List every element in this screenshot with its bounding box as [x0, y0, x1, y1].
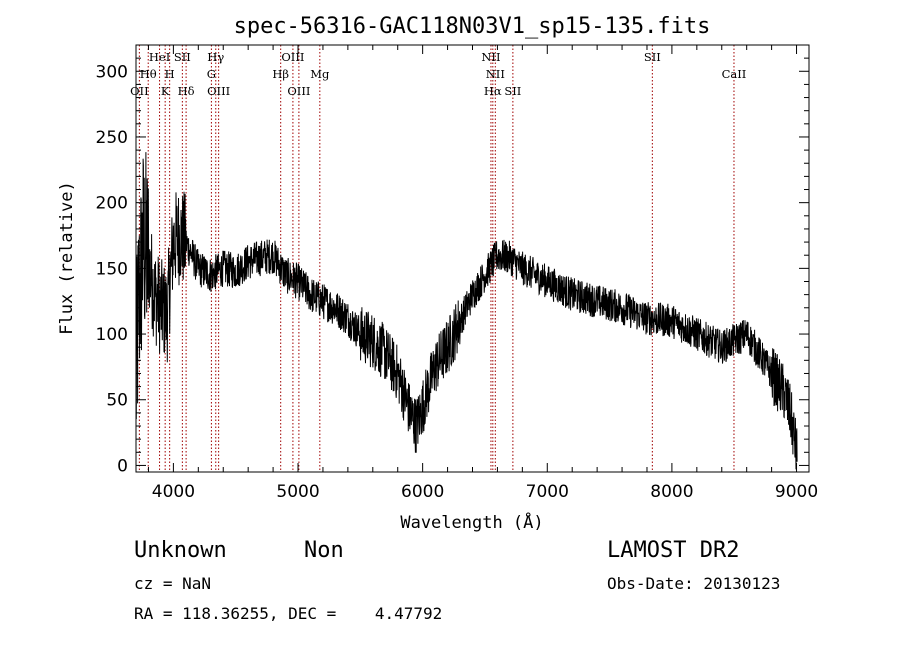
line-marker-label: HeI — [149, 50, 170, 64]
observation-date: Obs-Date: 20130123 — [607, 574, 781, 593]
emission-line-labels: OIIHθHeIKHSIIHδGHγOIIIHβOIIIOIIIMgNIIHαN… — [130, 50, 746, 98]
line-marker-label: SII — [644, 50, 661, 64]
y-tick-label: 300 — [96, 62, 128, 82]
line-marker-label: Hθ — [140, 67, 157, 81]
line-marker-label: OIII — [287, 84, 310, 98]
line-marker-label: Hβ — [272, 67, 289, 81]
chart-title: spec-56316-GAC118N03V1_sp15-135.fits — [234, 14, 711, 39]
y-tick-label: 0 — [117, 456, 128, 476]
survey-name: LAMOST DR2 — [607, 538, 740, 563]
line-marker-label: Hδ — [178, 84, 195, 98]
x-tick-label: 6000 — [401, 482, 444, 502]
redshift-cz: cz = NaN — [134, 574, 212, 593]
y-tick-label: 50 — [106, 391, 128, 411]
line-marker-label: Hα — [484, 84, 502, 98]
y-tick-label: 250 — [96, 128, 128, 148]
line-marker-label: G — [207, 67, 216, 81]
y-axis: 0 50 100 150 200 250 300 — [96, 57, 809, 476]
line-marker-label: SII — [174, 50, 191, 64]
line-marker-label: H — [165, 67, 175, 81]
y-tick-label: 200 — [96, 194, 128, 214]
line-marker-label: Hγ — [207, 50, 224, 64]
x-tick-label: 9000 — [775, 482, 818, 502]
line-marker-label: Mg — [310, 67, 330, 81]
line-marker-label: OIII — [281, 50, 304, 64]
x-tick-label: 7000 — [526, 482, 569, 502]
y-axis-label: Flux (relative) — [57, 181, 77, 335]
y-tick-label: 150 — [96, 259, 128, 279]
object-subclass: Non — [304, 538, 344, 563]
object-class: Unknown — [134, 538, 227, 563]
coordinates: RA = 118.36255, DEC = 4.47792 — [134, 604, 443, 623]
x-axis-label: Wavelength (Å) — [400, 511, 543, 533]
line-marker-label: NII — [486, 67, 505, 81]
line-marker-label: OII — [130, 84, 149, 98]
x-tick-label: 4000 — [152, 482, 195, 502]
spectrum-line — [135, 152, 798, 470]
line-marker-label: SII — [504, 84, 521, 98]
y-tick-label: 100 — [96, 325, 128, 345]
x-axis: 4000 5000 6000 7000 8000 9000 — [147, 45, 818, 502]
x-tick-label: 8000 — [650, 482, 693, 502]
line-marker-label: K — [161, 84, 170, 98]
x-tick-label: 5000 — [276, 482, 319, 502]
line-marker-label: CaII — [722, 67, 747, 81]
line-marker-label: NII — [481, 50, 500, 64]
line-marker-label: OIII — [207, 84, 230, 98]
